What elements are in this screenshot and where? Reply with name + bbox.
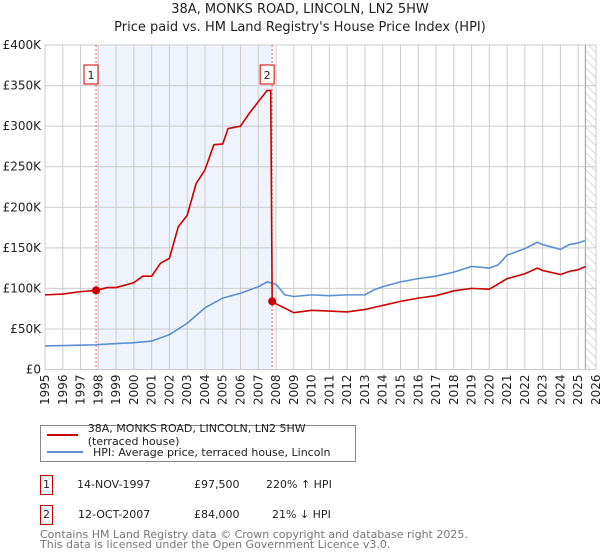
- sale-marker-label: 1: [83, 64, 99, 85]
- x-tick-label: 1999: [109, 375, 123, 406]
- x-tick-label: 2010: [305, 375, 319, 406]
- x-tick-label: 2012: [340, 375, 354, 406]
- x-tick-label: 2023: [536, 375, 550, 406]
- sale-number: 1: [40, 475, 53, 495]
- property-series-line: [44, 89, 586, 314]
- sale-point: [92, 286, 101, 295]
- x-tick-label: 2021: [500, 375, 514, 406]
- chart-subtitle: Price paid vs. HM Land Registry's House …: [114, 20, 486, 35]
- sale-marker-box: [259, 64, 275, 85]
- x-tick-label: 2008: [269, 375, 283, 406]
- x-tick-label: 2006: [234, 375, 248, 406]
- x-tick-label: 2015: [393, 375, 407, 406]
- legend-label-hpi: HPI: Average price, terraced house, Linc…: [93, 445, 331, 459]
- price-chart: 1995 1996 1997 1998 1999 2000 2001 2002 2003 2004…: [3, 38, 600, 406]
- y-tick-label: £200K: [3, 200, 43, 214]
- y-tick-label: £50K: [10, 322, 42, 336]
- legend-swatch-property: [47, 434, 78, 436]
- y-tick-label: £350K: [3, 79, 43, 93]
- x-tick-label: 1996: [56, 375, 70, 406]
- x-tick-label: 2004: [198, 375, 212, 406]
- legend: 38A, MONKS ROAD, LINCOLN, LN2 5HW (terra…: [40, 422, 356, 462]
- footer-line: This data is licensed under the Open Gov…: [40, 538, 391, 551]
- sale-marker-number: 2: [264, 69, 271, 82]
- y-tick-label: £400K: [3, 38, 43, 52]
- x-tick-label: 2024: [553, 375, 567, 406]
- sale-price: £84,000: [194, 508, 240, 521]
- x-tick-label: 1998: [91, 375, 105, 406]
- sale-marker-box: [83, 64, 99, 85]
- y-tick-label: £100K: [3, 281, 43, 295]
- x-tick-label: 2000: [127, 375, 141, 406]
- sale-marker-label: 2: [259, 64, 275, 85]
- x-tick-label: 2001: [145, 375, 159, 406]
- sale-marker-number: 1: [88, 69, 95, 82]
- x-tick-label: 2014: [376, 375, 390, 406]
- x-tick-label: 2025: [571, 375, 585, 406]
- sale-number: 2: [40, 505, 53, 525]
- y-tick-label: £250K: [3, 160, 43, 174]
- footer: Contains HM Land Registry data © Crown c…: [40, 528, 468, 551]
- sale-row: 2 12-OCT-2007 £84,000 21% ↓ HPI: [40, 505, 460, 525]
- sale-point: [268, 297, 277, 306]
- legend-label-property: 38A, MONKS ROAD, LINCOLN, LN2 5HW (terra…: [87, 422, 306, 448]
- x-tick-label: 2002: [162, 375, 176, 406]
- sale-row: 1 14-NOV-1997 £97,500 220% ↑ HPI: [40, 475, 460, 495]
- footer-line: Contains HM Land Registry data © Crown c…: [40, 528, 468, 541]
- y-tick-label: £150K: [3, 241, 43, 255]
- x-tick-label: 1997: [74, 375, 88, 406]
- hpi-series-line: [44, 239, 586, 347]
- legend-swatch-hpi: [47, 451, 83, 453]
- chart-title: 38A, MONKS ROAD, LINCOLN, LN2 5HW: [171, 2, 429, 17]
- x-tick-label: 2016: [411, 375, 425, 406]
- x-tick-label: 1995: [38, 375, 52, 406]
- x-tick-label: 2009: [287, 375, 301, 406]
- sale-price: £97,500: [194, 478, 240, 491]
- sale-date: 14-NOV-1997: [77, 478, 151, 491]
- x-tick-label: 2018: [447, 375, 461, 406]
- sale-date: 12-OCT-2007: [78, 508, 151, 521]
- x-tick-label: 2026: [589, 375, 600, 406]
- legend-item-hpi: HPI: Average price, terraced house, Linc…: [47, 444, 330, 460]
- x-tick-label: 2022: [518, 375, 532, 406]
- legend-item-property: 38A, MONKS ROAD, LINCOLN, LN2 5HW (terra…: [47, 422, 355, 448]
- x-tick-label: 2019: [465, 375, 479, 406]
- x-tick-label: 2005: [216, 375, 230, 406]
- y-tick-label: £0: [26, 363, 41, 377]
- sale-hpi-delta: 220% ↑ HPI: [266, 478, 332, 491]
- x-tick-label: 2020: [482, 375, 496, 406]
- x-tick-label: 2013: [358, 375, 372, 406]
- x-tick-label: 2017: [429, 375, 443, 406]
- y-tick-label: £300K: [3, 119, 43, 133]
- x-tick-label: 2011: [322, 375, 336, 406]
- x-tick-label: 2007: [251, 375, 265, 406]
- sale-hpi-delta: 21% ↓ HPI: [272, 508, 331, 521]
- x-tick-label: 2003: [180, 375, 194, 406]
